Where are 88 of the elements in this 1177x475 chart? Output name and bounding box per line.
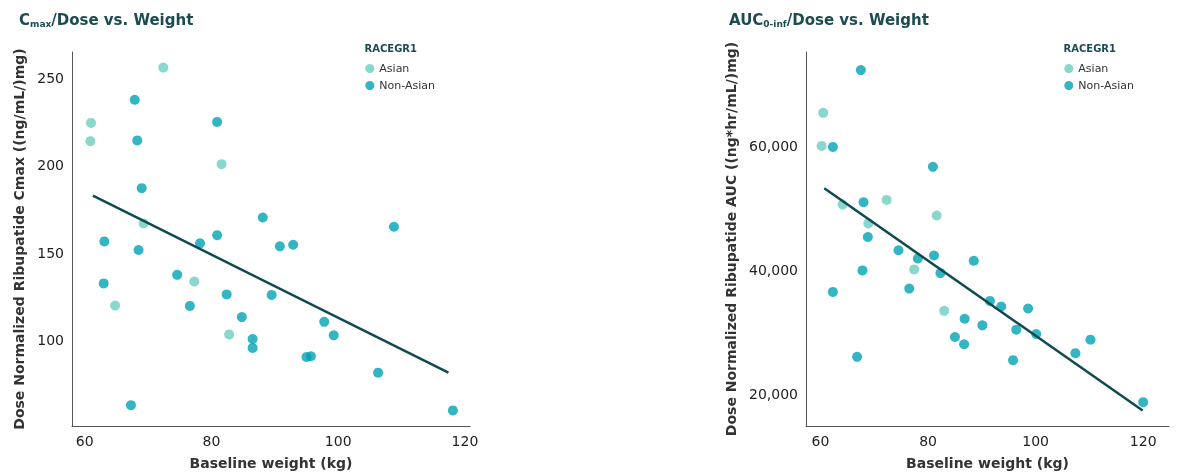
point [328,330,339,341]
legend-title: RACEGR1 [364,42,418,54]
point [319,316,330,327]
point [212,230,223,241]
legend-title: RACEGR1 [1063,42,1117,54]
point [909,264,920,275]
point [274,241,285,252]
point [827,141,838,152]
point [221,289,232,300]
point [86,117,97,128]
point [931,210,942,221]
legend-label: Non-Asian [379,79,436,92]
legend-label: Non-Asian [1078,79,1135,92]
point [257,212,268,223]
y-axis-title: Dose Normalized Ribupatide Cmax ((ng/mL/)mg) [11,48,27,430]
point [247,342,258,353]
point [881,194,892,205]
x-tick-label: 80 [919,433,937,449]
point [236,312,247,323]
y-tick-label: 40,000 [749,261,798,278]
point [247,333,258,344]
point [959,339,970,350]
y-tick-label: 150 [37,244,64,261]
y-tick-label: 250 [37,69,64,86]
point [1085,334,1096,345]
point [136,183,147,194]
point [288,239,299,250]
point [968,255,979,266]
point [99,236,110,247]
x-tick-label: 100 [324,433,352,449]
point [132,135,143,146]
chart-title: Cmax/Dose vs. Weight [19,10,194,29]
y-tick-label: 60,000 [749,137,798,154]
point [1070,348,1081,359]
y-tick-label: 100 [37,332,64,349]
x-tick-label: 120 [451,433,479,449]
y-tick-label: 20,000 [749,385,798,402]
point [110,300,121,311]
point [818,107,829,118]
point [893,245,904,256]
x-tick-label: 60 [75,433,94,449]
x-axis-title: Baseline weight (kg) [906,455,1069,471]
point [1138,397,1149,408]
x-tick-label: 60 [811,433,830,449]
point [172,269,183,280]
point [959,313,970,324]
legend-label: Asian [1078,62,1109,75]
point [929,250,939,261]
point [125,400,136,411]
point [195,238,206,249]
y-axis-title: Dose Normalized Ribupatide AUC ((ng*hr/mL/)mg) [723,41,740,437]
x-tick-label: 100 [1022,433,1049,449]
point [977,320,988,331]
point [266,289,277,300]
point [852,351,863,362]
point [189,276,200,287]
point [158,62,169,73]
point [184,300,195,311]
point [212,116,223,127]
point [827,286,838,297]
x-tick-label: 120 [1129,433,1157,449]
point [858,197,869,208]
point [949,331,960,342]
x-axis-title: Baseline weight (kg) [189,455,353,471]
point [85,136,96,147]
point [447,405,458,416]
legend-label: Asian [379,62,410,75]
point [216,159,227,170]
point [927,161,938,172]
point [1011,324,1022,335]
point [904,283,915,294]
point [1023,303,1034,314]
chart-title: AUC0-inf/Dose vs. Weight [729,10,929,29]
point [862,231,873,242]
point [133,245,144,256]
point [939,305,950,316]
point [98,278,109,289]
point [1008,355,1019,366]
y-tick-label: 200 [37,157,64,174]
point [129,94,140,105]
point [816,140,827,151]
point [305,351,316,362]
point [857,265,868,276]
x-tick-label: 80 [202,433,221,449]
point [373,367,384,378]
point [388,221,399,232]
point [855,65,866,76]
point [224,329,235,340]
